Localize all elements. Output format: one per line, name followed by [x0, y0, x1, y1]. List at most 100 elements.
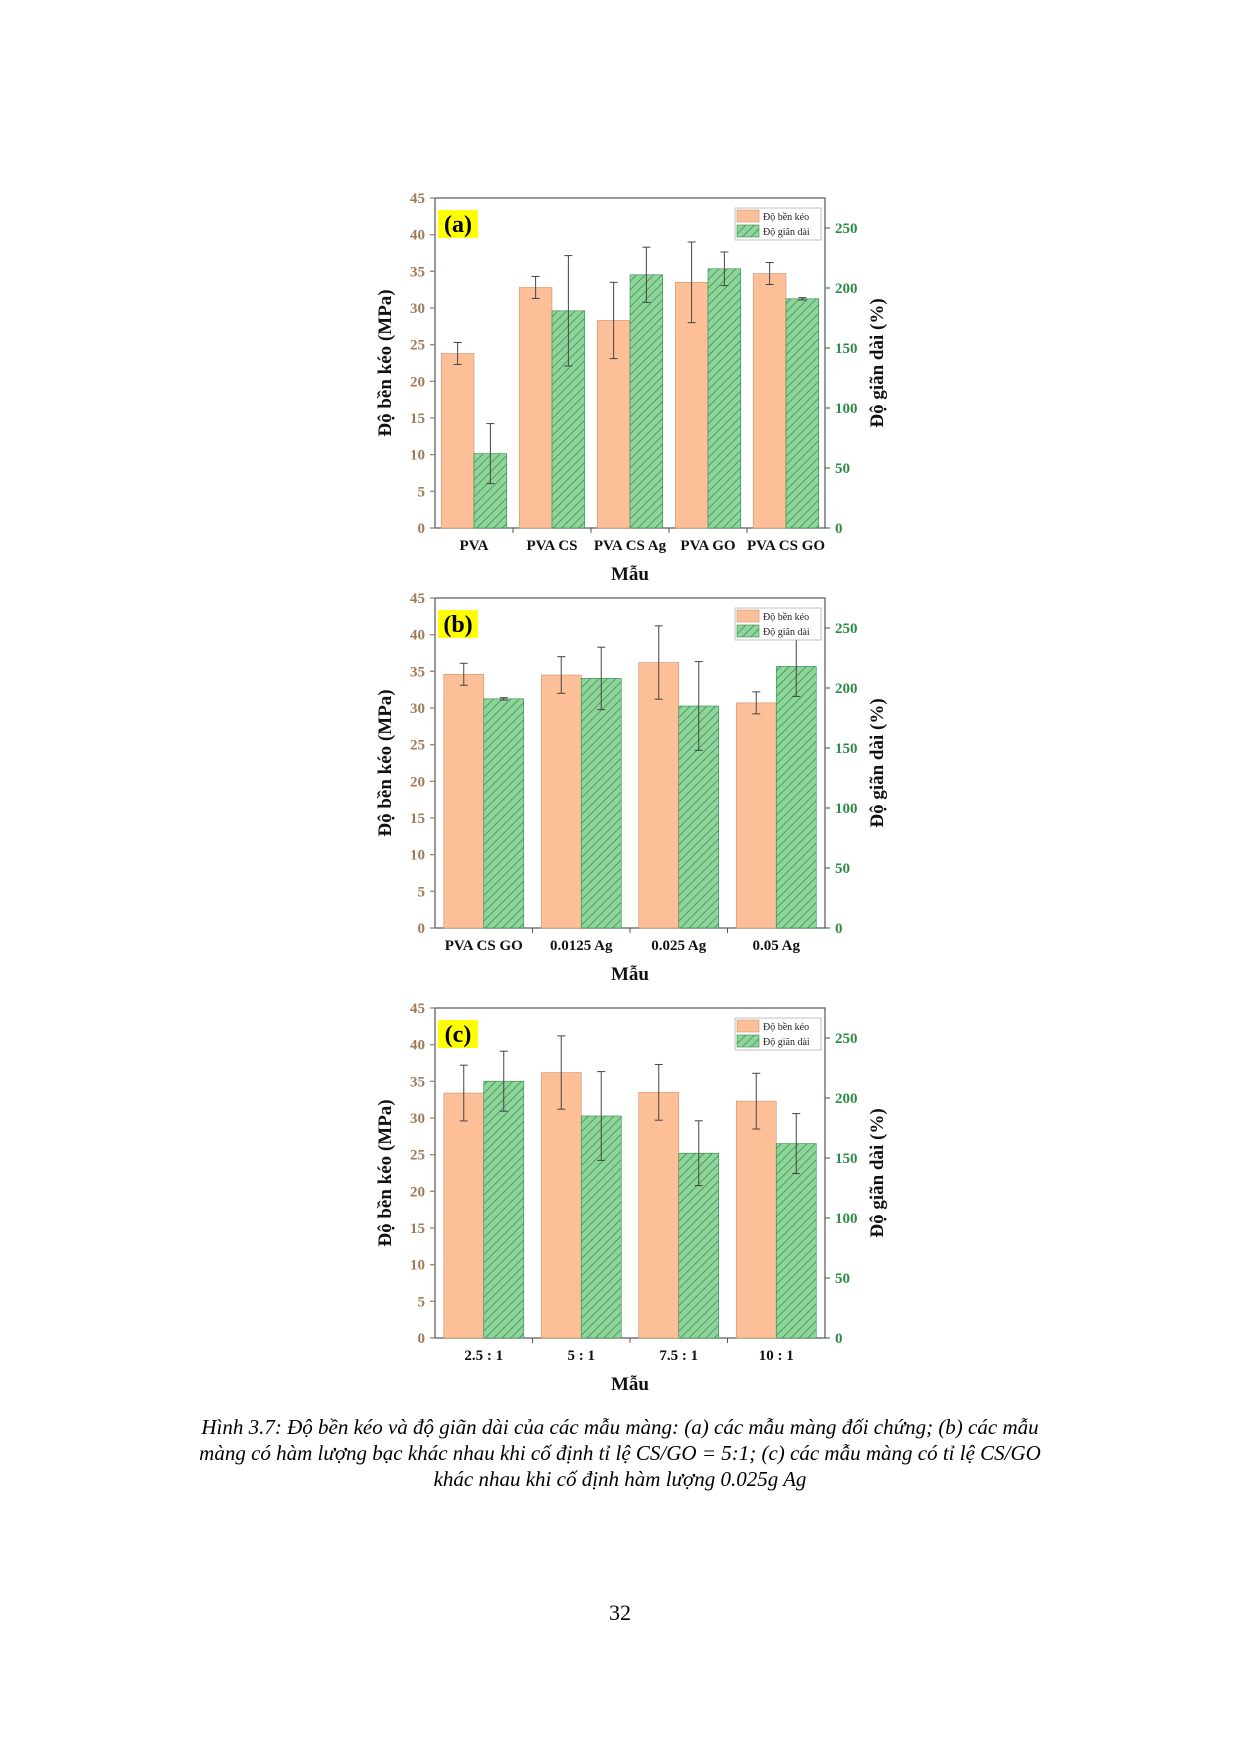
x-tick-label: 0.05 Ag	[752, 938, 800, 954]
left-tick-label: 40	[410, 228, 425, 244]
bar-elongation	[483, 698, 525, 929]
legend-swatch-elongation	[736, 1034, 760, 1048]
figure-caption: Hình 3.7: Độ bền kéo và độ giãn dài của …	[199, 1415, 1041, 1491]
right-tick-label: 200	[835, 281, 858, 297]
x-axis-label: Mẫu	[611, 964, 649, 985]
x-tick-label: PVA CS Ag	[594, 538, 667, 554]
legend-label-tensile: Độ bền kéo	[763, 212, 809, 223]
page-number: 32	[609, 1600, 631, 1625]
legend-swatch-tensile	[736, 609, 760, 623]
right-tick-label: 250	[835, 1031, 858, 1047]
right-tick-label: 50	[835, 861, 850, 877]
legend-label-tensile: Độ bền kéo	[763, 612, 809, 623]
left-tick-label: 40	[410, 628, 425, 644]
x-tick-label: 7.5 : 1	[659, 1348, 698, 1364]
bar-tensile	[540, 674, 582, 929]
x-tick-label: 5 : 1	[568, 1348, 596, 1364]
right-tick-label: 250	[835, 221, 858, 237]
legend-swatch-elongation	[736, 624, 760, 638]
left-tick-label: 35	[410, 664, 425, 680]
left-tick-label: 25	[410, 338, 425, 354]
chart-svg: 0 5 10 15 20 25 30 35 40 45 0 50 100 150 200 250 PVA PVA …	[375, 191, 888, 585]
left-tick-label: 10	[410, 1258, 425, 1274]
bar-elongation	[775, 666, 817, 929]
legend-label-elongation: Độ giãn dài	[763, 627, 810, 638]
bar-elongation	[707, 268, 742, 529]
x-tick-label: 0.0125 Ag	[550, 938, 613, 954]
x-axis-label: Mẫu	[611, 564, 649, 585]
left-tick-label: 45	[410, 591, 425, 607]
left-tick-label: 5	[418, 484, 426, 500]
left-tick-label: 30	[410, 701, 425, 717]
right-tick-label: 50	[835, 1271, 850, 1287]
left-tick-label: 15	[410, 411, 425, 427]
chart-svg: 0 5 10 15 20 25 30 35 40 45 0 50 100 150 200 250 PVA CS …	[375, 591, 888, 985]
x-tick-label: PVA CS GO	[445, 938, 523, 954]
bar-elongation	[678, 1152, 720, 1339]
left-tick-label: 35	[410, 1074, 425, 1090]
y-axis-label-right: Độ giãn dài (%)	[867, 298, 888, 427]
legend-swatch-tensile	[736, 1019, 760, 1033]
left-tick-label: 10	[410, 848, 425, 864]
chart-b: 0 5 10 15 20 25 30 35 40 45 0 50 100 150 200 250 PVA CS …	[365, 591, 925, 988]
right-tick-label: 100	[835, 801, 858, 817]
right-tick-label: 0	[835, 1331, 843, 1347]
right-tick-label: 150	[835, 741, 858, 757]
left-tick-label: 20	[410, 1184, 425, 1200]
left-tick-label: 0	[418, 1331, 426, 1347]
y-axis-label-right: Độ giãn dài (%)	[867, 1108, 888, 1237]
x-axis-label: Mẫu	[611, 1374, 649, 1395]
left-tick-label: 25	[410, 1148, 425, 1164]
x-tick-label: 0.025 Ag	[651, 938, 707, 954]
bar-elongation	[629, 274, 664, 529]
left-tick-label: 40	[410, 1038, 425, 1054]
x-tick-label: 10 : 1	[759, 1348, 794, 1364]
panel-label: (b)	[443, 612, 472, 638]
left-tick-label: 20	[410, 774, 425, 790]
left-tick-label: 5	[418, 1294, 426, 1310]
y-axis-label-left: Độ bền kéo (MPa)	[375, 289, 396, 436]
left-tick-label: 45	[410, 191, 425, 207]
chart-svg: 0 5 10 15 20 25 30 35 40 45 0 50 100 150 200 250 2.5 : 1…	[375, 1001, 888, 1395]
bar-elongation	[580, 678, 622, 929]
chart-a: 0 5 10 15 20 25 30 35 40 45 0 50 100 150 200 250 PVA PVA …	[365, 191, 925, 588]
right-tick-label: 150	[835, 341, 858, 357]
left-tick-label: 15	[410, 811, 425, 827]
right-tick-label: 200	[835, 1091, 858, 1107]
legend-label-tensile: Độ bền kéo	[763, 1022, 809, 1033]
x-tick-label: 2.5 : 1	[464, 1348, 503, 1364]
left-tick-label: 30	[410, 301, 425, 317]
bar-tensile	[752, 273, 787, 529]
left-tick-label: 45	[410, 1001, 425, 1017]
x-tick-label: PVA CS GO	[747, 538, 825, 554]
x-tick-label: PVA GO	[680, 538, 735, 554]
left-tick-label: 30	[410, 1111, 425, 1127]
right-tick-label: 250	[835, 621, 858, 637]
left-tick-label: 0	[418, 921, 426, 937]
left-tick-label: 5	[418, 884, 426, 900]
panel-label: (a)	[444, 212, 472, 238]
bar-elongation	[785, 298, 820, 529]
chart-c: 0 5 10 15 20 25 30 35 40 45 0 50 100 150 200 250 2.5 : 1…	[365, 1001, 925, 1398]
legend-label-elongation: Độ giãn dài	[763, 1037, 810, 1048]
legend-swatch-tensile	[736, 209, 760, 223]
bar-elongation	[483, 1080, 525, 1339]
y-axis-label-left: Độ bền kéo (MPa)	[375, 689, 396, 836]
legend-label-elongation: Độ giãn dài	[763, 227, 810, 238]
panel-label: (c)	[445, 1022, 472, 1048]
left-tick-label: 10	[410, 448, 425, 464]
bar-tensile	[735, 1100, 777, 1339]
right-tick-label: 0	[835, 921, 843, 937]
y-axis-label-right: Độ giãn dài (%)	[867, 698, 888, 827]
bar-tensile	[638, 662, 680, 929]
left-tick-label: 15	[410, 1221, 425, 1237]
right-tick-label: 0	[835, 521, 843, 537]
right-tick-label: 100	[835, 401, 858, 417]
left-tick-label: 0	[418, 521, 426, 537]
panel-label-bg	[438, 610, 478, 638]
x-tick-label: PVA CS	[527, 538, 578, 554]
right-tick-label: 200	[835, 681, 858, 697]
x-tick-label: PVA	[460, 538, 489, 554]
bar-tensile	[443, 1092, 485, 1339]
bar-tensile	[638, 1092, 680, 1339]
